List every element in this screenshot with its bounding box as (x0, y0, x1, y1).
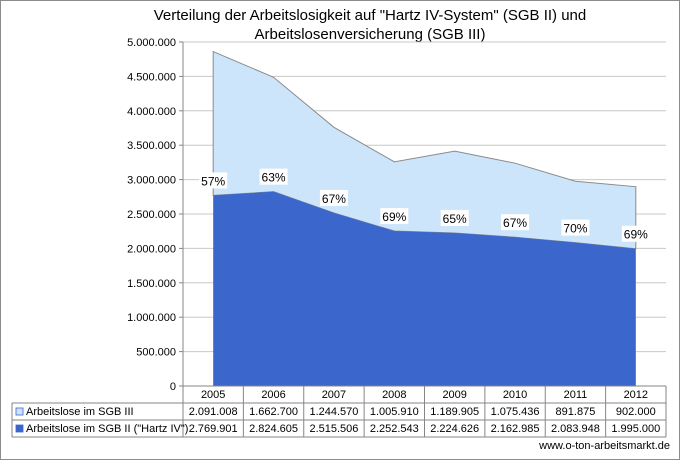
y-tick-label: 4.000.000 (127, 106, 176, 118)
point-label: 69% (624, 228, 648, 242)
table-cell: 1.005.910 (370, 406, 419, 418)
x-category-label: 2012 (624, 389, 648, 401)
table-cell: 1.995.000 (611, 423, 660, 435)
series-area-sgb2 (213, 191, 636, 386)
table-cell: 1.189.905 (430, 406, 479, 418)
point-label: 63% (262, 171, 286, 185)
table-cell: 2.091.008 (189, 406, 238, 418)
point-label: 65% (443, 212, 467, 226)
x-category-label: 2011 (564, 389, 588, 401)
point-label-bg (501, 214, 530, 231)
table-cell: 2.515.506 (309, 423, 358, 435)
y-tick-label: 3.500.000 (127, 140, 176, 152)
table-cell: 1.244.570 (309, 406, 358, 418)
x-category-label: 2005 (201, 389, 225, 401)
point-label: 57% (201, 174, 225, 188)
point-label-bg (319, 189, 348, 206)
point-label: 67% (503, 216, 527, 230)
table-cell: 2.224.626 (430, 423, 479, 435)
table-cell: 1.075.436 (491, 406, 540, 418)
y-tick-label: 5.000.000 (127, 37, 176, 49)
legend-swatch (15, 407, 24, 416)
table-cell: 2.252.543 (370, 423, 419, 435)
table-cell: 2.162.985 (491, 423, 540, 435)
y-tick-label: 1.000.000 (127, 312, 176, 324)
y-tick-label: 0 (170, 381, 176, 393)
y-tick-label: 4.500.000 (127, 71, 176, 83)
x-category-label: 2009 (442, 389, 466, 401)
table-cell: 2.824.605 (249, 423, 298, 435)
x-category-label: 2007 (322, 389, 346, 401)
point-label-bg (380, 208, 409, 225)
legend-label: Arbeitslose im SGB III (26, 406, 134, 418)
legend-swatch (15, 424, 24, 433)
y-tick-label: 3.000.000 (127, 175, 176, 187)
point-label-bg (561, 219, 590, 236)
point-label-bg (440, 209, 469, 226)
chart-title: Verteilung der Arbeitslosigkeit auf "Har… (150, 6, 590, 44)
x-category-label: 2008 (382, 389, 406, 401)
chart-title-line-1: Verteilung der Arbeitslosigkeit auf "Har… (153, 7, 587, 24)
source-footer: www.o-ton-arbeitsmarkt.de (539, 440, 670, 452)
table-cell: 891.875 (556, 406, 596, 418)
y-tick-label: 2.000.000 (127, 243, 176, 255)
series-area-sgb3 (212, 50, 637, 250)
table-cell: 1.662.700 (249, 406, 298, 418)
point-label: 69% (382, 210, 406, 224)
point-label-bg (199, 172, 228, 189)
table-cell: 902.000 (616, 406, 656, 418)
x-category-label: 2010 (503, 389, 527, 401)
x-category-label: 2006 (261, 389, 285, 401)
point-label-bg (259, 168, 288, 185)
point-label-bg (621, 225, 650, 242)
y-tick-label: 1.500.000 (127, 278, 176, 290)
legend-label: Arbeitslose im SGB II ("Hartz IV") (26, 423, 188, 435)
y-tick-label: 500.000 (136, 347, 176, 359)
table-cell: 2.083.948 (551, 423, 600, 435)
chart-title-line-2: Arbeitslosenversicherung (SGB III) (254, 26, 486, 43)
point-label: 67% (322, 192, 346, 206)
y-tick-label: 2.500.000 (127, 209, 176, 221)
point-label: 70% (563, 222, 587, 236)
table-cell: 2.769.901 (189, 423, 238, 435)
